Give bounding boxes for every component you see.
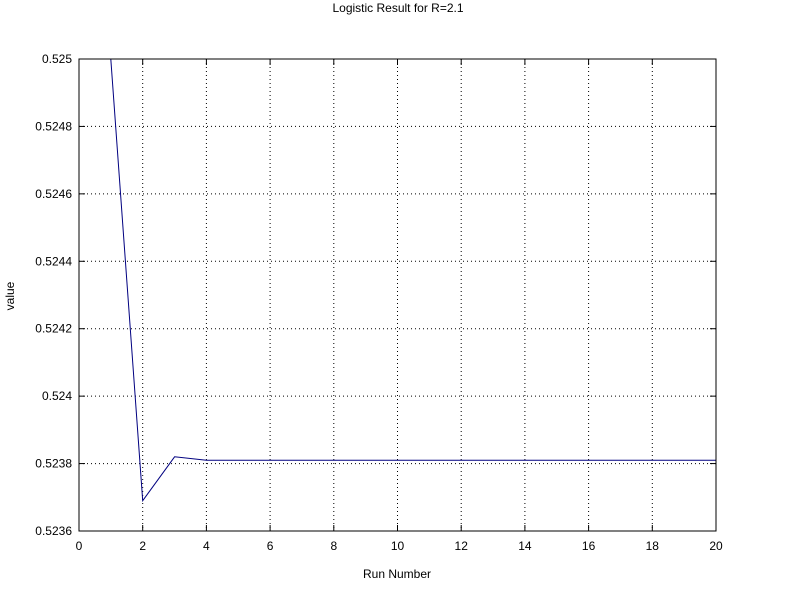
series-lines: [110, 58, 716, 503]
y-axis-label: value: [3, 281, 17, 310]
x-tick-label: 12: [455, 539, 469, 553]
y-tick-label: 0.5248: [35, 119, 72, 133]
chart-title: Logistic Result for R=2.1: [332, 1, 463, 15]
y-tick-label: 0.524: [42, 389, 72, 403]
x-axis-label: Run Number: [363, 567, 431, 581]
x-tick-label: 8: [330, 539, 337, 553]
x-tick-label: 14: [518, 539, 532, 553]
x-tick-label: 2: [139, 539, 146, 553]
x-tick-label: 18: [646, 539, 660, 553]
x-tick-label: 20: [709, 539, 723, 553]
x-tick-label: 6: [267, 539, 274, 553]
x-tick-label: 10: [391, 539, 405, 553]
y-tick-label: 0.525: [42, 52, 72, 66]
x-tick-label: 16: [582, 539, 596, 553]
grid-lines: [79, 59, 716, 531]
y-tick-labels: 0.5236 0.5238 0.524 0.5242 0.5244 0.5246 0.524…: [35, 52, 72, 538]
y-tick-label: 0.5246: [35, 187, 72, 201]
plot-frame: [78, 58, 717, 532]
y-tick-label: 0.5244: [35, 254, 72, 268]
y-tick-label: 0.5236: [35, 524, 72, 538]
x-tick-label: 4: [203, 539, 210, 553]
series-line: [110, 58, 716, 503]
x-tick-labels: 0 2 4 6 8 10 12 14 16 18 20: [76, 539, 723, 553]
y-tick-label: 0.5242: [35, 322, 72, 336]
y-tick-label: 0.5238: [35, 457, 72, 471]
x-tick-label: 0: [76, 539, 83, 553]
